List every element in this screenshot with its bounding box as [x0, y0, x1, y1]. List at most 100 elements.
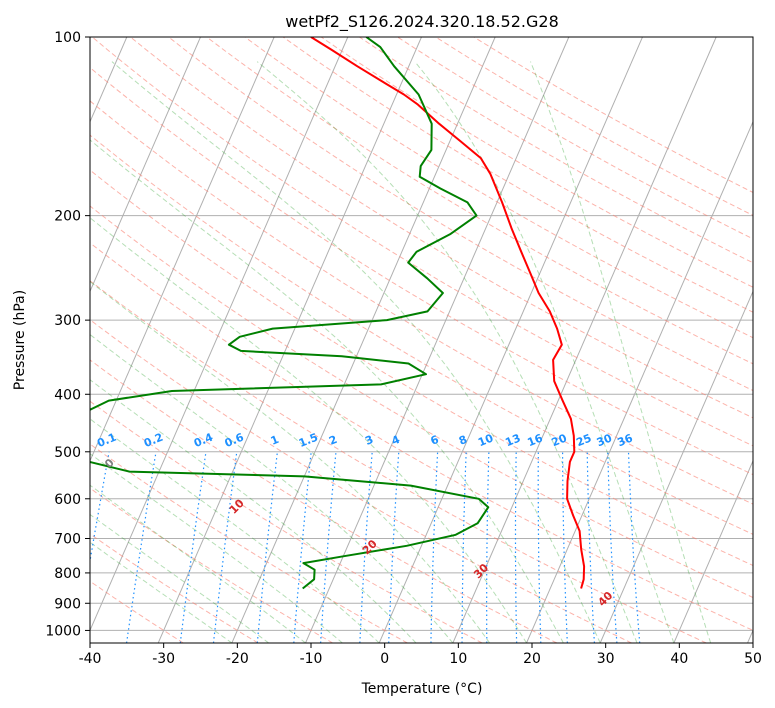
dry-adiabat-line: [90, 134, 753, 535]
dry-adiabat-line: [91, 37, 753, 447]
dry-adiabat-line: [473, 37, 753, 193]
dry-adiabat-line: [90, 533, 259, 643]
y-tick-label: 700: [54, 532, 81, 548]
mixing-ratio-line: [537, 451, 542, 643]
moist-adiabat-line: [414, 61, 675, 643]
mixing-ratio-line: [320, 451, 337, 643]
mixing-ratio-label: 13: [503, 431, 522, 449]
x-tick-label: 10: [449, 651, 467, 667]
dry-adiabat-line: [359, 37, 753, 264]
dry-adiabat-label: 40: [595, 589, 615, 609]
y-tick-label: 100: [54, 30, 81, 46]
moist-adiabat-line: [530, 61, 712, 643]
y-tick-label: 300: [54, 313, 81, 329]
isotherm-line: [90, 37, 201, 293]
mixing-ratio-label: 25: [574, 431, 593, 449]
moist-adiabat-line: [256, 61, 638, 643]
background-lines-layer: [90, 37, 753, 643]
dry-adiabat-line: [90, 400, 483, 643]
moist-adiabat-line: [90, 379, 417, 643]
mixing-ratio-label: 1.5: [297, 431, 320, 450]
dry-adiabat-label: 30: [471, 561, 491, 581]
chart-title: wetPf2_S126.2024.320.18.52.G28: [285, 12, 559, 32]
moist-adiabat-line: [111, 61, 601, 643]
mixing-ratio-label: 3: [363, 433, 375, 448]
isotherm-line: [90, 37, 275, 463]
isotherm-line: [90, 37, 349, 632]
mixing-ratio-line: [486, 451, 490, 643]
mixing-ratio-line: [212, 451, 238, 643]
mixing-ratio-label: 0.1: [95, 431, 118, 450]
mixing-ratio-line: [359, 451, 373, 643]
mixing-ratio-label: 36: [615, 431, 634, 449]
y-axis-title: Pressure (hPa): [12, 290, 28, 390]
dry-adiabat-line: [90, 319, 632, 643]
mixing-ratio-line: [90, 451, 110, 565]
dry-adiabat-line: [168, 37, 753, 392]
dry-adiabat-line: [90, 169, 753, 567]
mixing-ratio-label: 6: [429, 433, 441, 448]
y-tick-label: 900: [54, 596, 81, 612]
mixing-ratio-line: [293, 451, 312, 643]
mixing-ratio-line: [627, 451, 641, 643]
isotherm-line: [526, 120, 753, 643]
mixing-ratio-line: [430, 451, 439, 643]
y-tick-label: 600: [54, 492, 81, 508]
dry-adiabat-line: [90, 66, 753, 476]
x-tick-label: -10: [300, 651, 323, 667]
isotherm-line: [673, 459, 753, 643]
x-tick-label: -30: [152, 651, 175, 667]
mixing-ratio-label: 1: [269, 433, 281, 448]
series-layer: [90, 37, 586, 590]
moist-adiabat-line: [90, 333, 454, 643]
mixing-ratio-label: 30: [595, 431, 614, 449]
mixing-ratio-line: [607, 451, 618, 643]
mixing-ratio-line: [126, 451, 157, 643]
dry-adiabat-label: 10: [227, 496, 247, 516]
dry-adiabat-line: [244, 37, 753, 339]
x-tick-label: 20: [523, 651, 541, 667]
moist-adiabat-line: [90, 280, 491, 643]
mixing-ratio-label: 20: [550, 431, 569, 449]
dry-adiabat-line: [397, 37, 753, 240]
isotherm-line: [599, 290, 753, 643]
y-tick-label: 500: [54, 445, 81, 461]
y-tick-label: 200: [54, 209, 81, 225]
mixing-ratio-label: 2: [327, 433, 339, 448]
plot-frame: [89, 36, 754, 644]
grid-layer: [90, 37, 753, 643]
mixing-ratio-line: [388, 451, 400, 643]
y-tick-label: 400: [54, 387, 81, 403]
isotherm-line: [378, 37, 643, 643]
isotherm-line: [452, 37, 717, 643]
dry-adiabat-line: [90, 100, 753, 505]
mixing-ratio-label: 10: [476, 431, 495, 449]
axis-layer: -40 -30 -20 -10 0 10 20 30 40 5010020030040050060…: [45, 30, 762, 667]
mixing-ratio-line: [586, 451, 595, 643]
dry-adiabat-label: -10: [2, 425, 25, 448]
mixing-ratio-label: 0.6: [223, 431, 246, 450]
mixing-ratio-label: 16: [526, 431, 545, 449]
dry-adiabat-label: 20: [360, 537, 380, 557]
isotherm-line: [747, 629, 753, 643]
y-tick-label: 800: [54, 566, 81, 582]
mixing-ratio-line: [562, 451, 568, 643]
dry-adiabat-line: [90, 242, 753, 631]
mixing-ratio-line: [256, 451, 278, 643]
x-tick-label: 50: [744, 651, 762, 667]
moist-adiabat-line: [90, 139, 564, 643]
mixing-ratio-label: 8: [457, 433, 469, 448]
isotherm-line: [231, 37, 496, 643]
x-tick-label: 0: [380, 651, 389, 667]
x-tick-label: 30: [597, 651, 615, 667]
moist-adiabat-line: [90, 453, 343, 643]
y-tick-label: 1000: [45, 623, 81, 639]
moist-adiabat-line: [90, 217, 527, 643]
dry-adiabat-line: [90, 280, 707, 643]
dry-adiabat-line: [90, 443, 408, 643]
x-axis-title: Temperature (°C): [361, 681, 483, 697]
x-tick-label: 40: [670, 651, 688, 667]
moist-adiabat-line: [90, 541, 233, 643]
isotherm-line: [305, 37, 570, 643]
